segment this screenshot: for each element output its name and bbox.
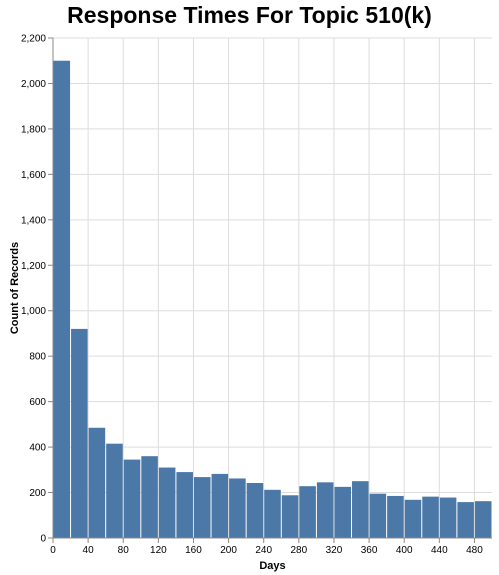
x-tick-label-6: 240 — [255, 545, 272, 556]
bar-10 — [229, 478, 246, 538]
y-axis-title: Count of Records — [9, 242, 21, 334]
y-tick-label-11: 2,200 — [21, 34, 46, 45]
x-tick-label-11: 440 — [431, 545, 448, 556]
bar-20 — [404, 499, 422, 538]
bars — [53, 60, 492, 539]
bar-0 — [53, 60, 71, 539]
bar-11 — [246, 483, 264, 538]
bar-1 — [71, 328, 88, 538]
x-tick-label-3: 120 — [150, 545, 167, 556]
y-tick-label-10: 2,000 — [21, 79, 46, 90]
x-tick-label-2: 80 — [118, 545, 130, 556]
x-tick-label-5: 200 — [220, 545, 237, 556]
y-tick-label-7: 1,400 — [21, 215, 46, 226]
bar-3 — [106, 443, 123, 538]
x-tick-label-10: 400 — [396, 545, 413, 556]
bar-7 — [176, 472, 193, 538]
bar-16 — [334, 486, 352, 538]
bar-5 — [141, 456, 158, 538]
x-tick-label-0: 0 — [50, 545, 56, 556]
x-tick-label-12: 480 — [466, 545, 483, 556]
x-tick-label-7: 280 — [290, 545, 307, 556]
x-tick-label-8: 320 — [326, 545, 343, 556]
y-tick-label-1: 200 — [29, 488, 46, 499]
bar-4 — [123, 459, 141, 538]
tick-labels: 02004006008001,0001,2001,4001,6001,8002,… — [21, 34, 483, 557]
bar-9 — [211, 473, 229, 538]
bar-17 — [352, 481, 369, 538]
bar-21 — [422, 496, 439, 538]
axes — [48, 37, 492, 543]
bar-2 — [88, 427, 106, 538]
y-tick-label-6: 1,200 — [21, 261, 46, 272]
y-tick-label-5: 1,000 — [21, 306, 46, 317]
bar-19 — [387, 495, 404, 538]
bar-13 — [281, 495, 299, 538]
grid-lines — [52, 37, 492, 539]
y-tick-label-4: 800 — [29, 352, 46, 363]
bar-18 — [369, 493, 387, 538]
y-tick-label-9: 1,800 — [21, 124, 46, 135]
bar-14 — [299, 486, 316, 538]
y-tick-label-3: 600 — [29, 397, 46, 408]
bar-24 — [474, 501, 492, 538]
x-tick-label-4: 160 — [185, 545, 202, 556]
bar-15 — [316, 482, 334, 538]
y-tick-label-8: 1,600 — [21, 170, 46, 181]
bar-23 — [457, 502, 474, 538]
y-tick-label-0: 0 — [40, 534, 46, 545]
x-tick-label-9: 360 — [361, 545, 378, 556]
bar-22 — [439, 497, 457, 538]
chart-title: Response Times For Topic 510(k) — [67, 2, 432, 28]
y-tick-label-2: 400 — [29, 443, 46, 454]
bar-12 — [264, 489, 281, 538]
bar-6 — [158, 467, 176, 538]
x-tick-label-1: 40 — [83, 545, 95, 556]
x-axis-title: Days — [259, 560, 285, 572]
bar-8 — [193, 477, 211, 538]
